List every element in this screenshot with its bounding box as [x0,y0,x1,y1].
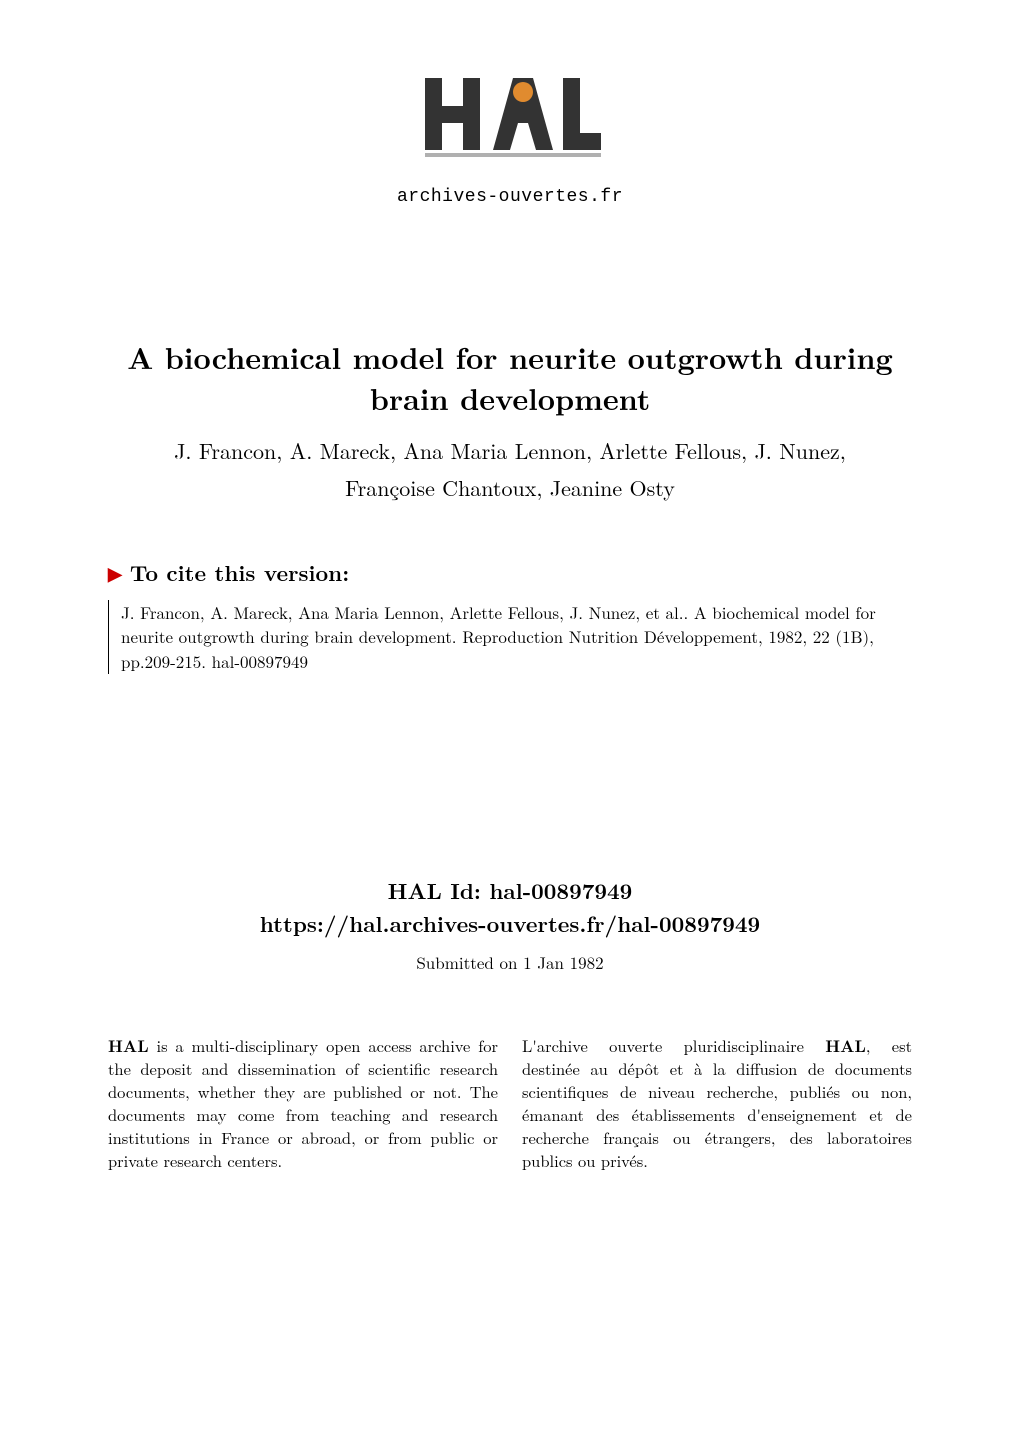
description-columns: HAL is a multi-disciplinary open access … [108,1034,912,1173]
hal-logo-block: archives-ouvertes.fr [108,70,912,207]
cite-marker-icon: ▶ [108,561,122,586]
authors-line-2: Françoise Chantoux, Jeanine Osty [345,472,675,503]
hal-logo-icon [415,70,605,180]
submitted-date: Submitted on 1 Jan 1982 [108,950,912,974]
hal-id-block: HAL Id: hal-00897949 https://hal.archive… [108,874,912,940]
authors-line-1: J. Francon, A. Mareck, Ana Maria Lennon,… [174,435,846,466]
description-left: HAL is a multi-disciplinary open access … [108,1034,498,1173]
cite-header-text: To cite this version: [130,557,349,588]
desc-right-bold: HAL [825,1033,866,1057]
desc-left-bold: HAL [108,1033,149,1057]
cite-header: ▶ To cite this version: [108,557,912,588]
hal-id: HAL Id: hal-00897949 [108,874,912,907]
hal-url[interactable]: https://hal.archives-ouvertes.fr/hal-008… [108,907,912,940]
paper-title: A biochemical model for neurite outgrowt… [108,337,912,418]
desc-right-prefix: L'archive ouverte pluridisciplinaire [522,1033,825,1057]
desc-left-rest: is a multi-disciplinary open access arch… [108,1033,498,1172]
logo-subtext: archives-ouvertes.fr [108,187,912,207]
description-right: L'archive ouverte pluridisciplinaire HAL… [522,1034,912,1173]
authors-block: J. Francon, A. Mareck, Ana Maria Lennon,… [108,432,912,507]
cite-text: J. Francon, A. Mareck, Ana Maria Lennon,… [108,600,912,674]
